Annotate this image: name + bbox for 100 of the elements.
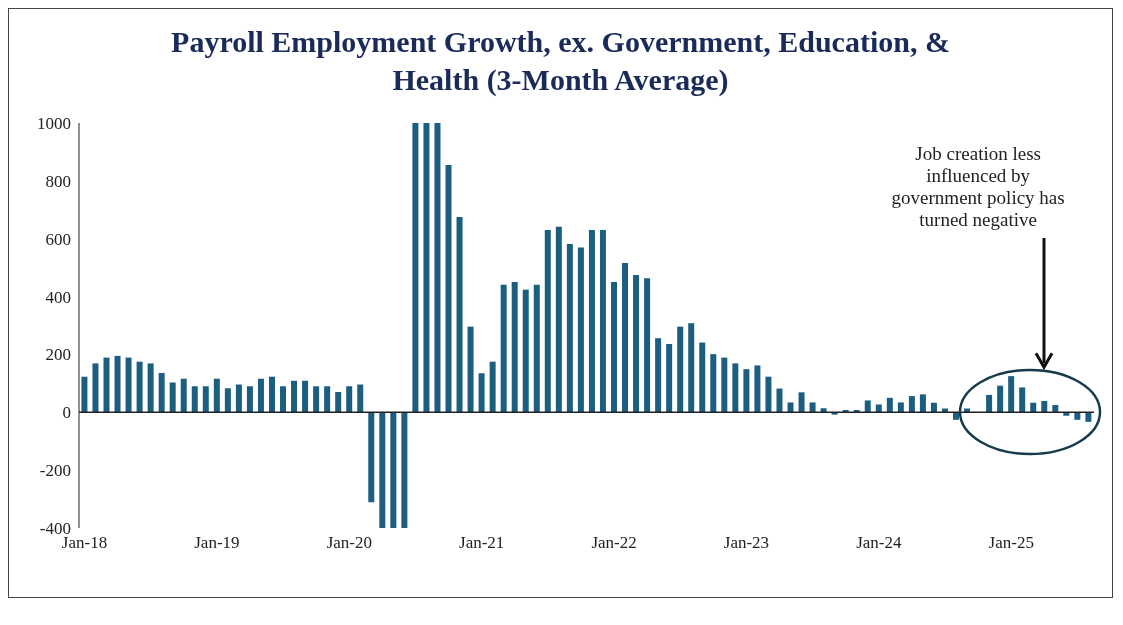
bar xyxy=(743,369,750,413)
bar xyxy=(721,357,728,413)
bar xyxy=(1030,402,1037,413)
bar xyxy=(114,355,121,413)
y-tick-label: 800 xyxy=(45,171,71,191)
bar xyxy=(136,361,143,413)
bar xyxy=(302,380,309,413)
bar xyxy=(1074,412,1081,420)
bar xyxy=(566,243,573,413)
bar xyxy=(897,402,904,413)
bar xyxy=(379,412,386,528)
bar xyxy=(291,380,298,413)
bar xyxy=(732,363,739,413)
bar xyxy=(401,412,408,528)
bar xyxy=(511,282,518,413)
bar xyxy=(335,392,342,413)
bar xyxy=(213,378,220,413)
bar xyxy=(930,402,937,413)
bar xyxy=(169,382,176,413)
bar xyxy=(533,284,540,413)
bar xyxy=(544,230,551,413)
bar xyxy=(765,376,772,413)
bar xyxy=(754,365,761,413)
y-tick-label: -200 xyxy=(39,461,71,481)
bar xyxy=(555,226,562,413)
bar xyxy=(787,402,794,413)
bar xyxy=(103,357,110,413)
bar xyxy=(434,123,441,413)
bar xyxy=(599,230,606,413)
bar xyxy=(246,386,253,413)
bar xyxy=(313,386,320,413)
bar xyxy=(191,386,198,413)
bar xyxy=(776,388,783,413)
bar xyxy=(324,386,331,413)
bar xyxy=(257,378,264,413)
y-tick-label: 600 xyxy=(45,229,71,249)
x-tick-label: Jan-25 xyxy=(988,533,1034,553)
bar xyxy=(655,338,662,413)
bar xyxy=(588,230,595,413)
bar xyxy=(908,396,915,413)
bar xyxy=(445,164,452,413)
bar xyxy=(478,373,485,413)
bar xyxy=(147,363,154,413)
bar xyxy=(997,385,1004,413)
x-tick-label: Jan-20 xyxy=(326,533,372,553)
y-tick-label: 1000 xyxy=(37,114,71,134)
bar xyxy=(368,412,375,503)
bar xyxy=(798,392,805,413)
bar xyxy=(864,400,871,413)
bar xyxy=(699,342,706,413)
bar xyxy=(390,412,397,528)
bar xyxy=(610,282,617,413)
bar xyxy=(644,278,651,413)
bar xyxy=(268,376,275,413)
bar xyxy=(666,344,673,413)
bar xyxy=(81,376,88,413)
y-tick-label: 0 xyxy=(62,403,71,423)
bar xyxy=(953,412,959,420)
bar xyxy=(688,323,695,413)
bar xyxy=(875,404,882,413)
bar xyxy=(622,263,629,413)
chart-title: Payroll Employment Growth, ex. Government, Education, & Health (3-Month Average) xyxy=(170,24,951,98)
bar xyxy=(280,386,287,413)
x-tick-label: Jan-19 xyxy=(194,533,240,553)
annotation: Job creation less influenced by government policy has turned negative xyxy=(890,143,1066,231)
x-tick-label: Jan-22 xyxy=(591,533,637,553)
bar xyxy=(423,123,430,413)
bar xyxy=(346,386,353,413)
bar xyxy=(1019,387,1026,413)
bar xyxy=(677,326,684,413)
bar xyxy=(633,274,640,413)
bar xyxy=(1008,376,1015,413)
bar xyxy=(412,123,419,413)
bar xyxy=(235,384,242,413)
bar xyxy=(180,378,187,413)
bar xyxy=(224,388,231,413)
bar xyxy=(456,217,463,413)
bar xyxy=(809,402,816,413)
bar xyxy=(1041,401,1048,413)
x-tick-label: Jan-21 xyxy=(459,533,505,553)
x-tick-label: Jan-18 xyxy=(61,533,108,553)
y-tick-label: 200 xyxy=(45,345,71,365)
bar xyxy=(357,384,364,413)
bar xyxy=(202,386,209,413)
bar xyxy=(1085,412,1092,422)
bar xyxy=(886,397,893,413)
bar xyxy=(710,354,717,413)
bar xyxy=(92,363,99,413)
bar xyxy=(820,408,827,413)
x-tick-label: Jan-24 xyxy=(856,533,903,553)
y-tick-label: 400 xyxy=(45,287,71,307)
x-tick-label: Jan-23 xyxy=(723,533,770,553)
bar xyxy=(467,326,474,413)
bar xyxy=(1052,405,1059,413)
bar xyxy=(919,394,926,413)
bar xyxy=(577,247,584,413)
bar xyxy=(489,361,496,413)
bar xyxy=(986,394,993,413)
bar xyxy=(522,289,529,413)
bar xyxy=(158,372,165,413)
